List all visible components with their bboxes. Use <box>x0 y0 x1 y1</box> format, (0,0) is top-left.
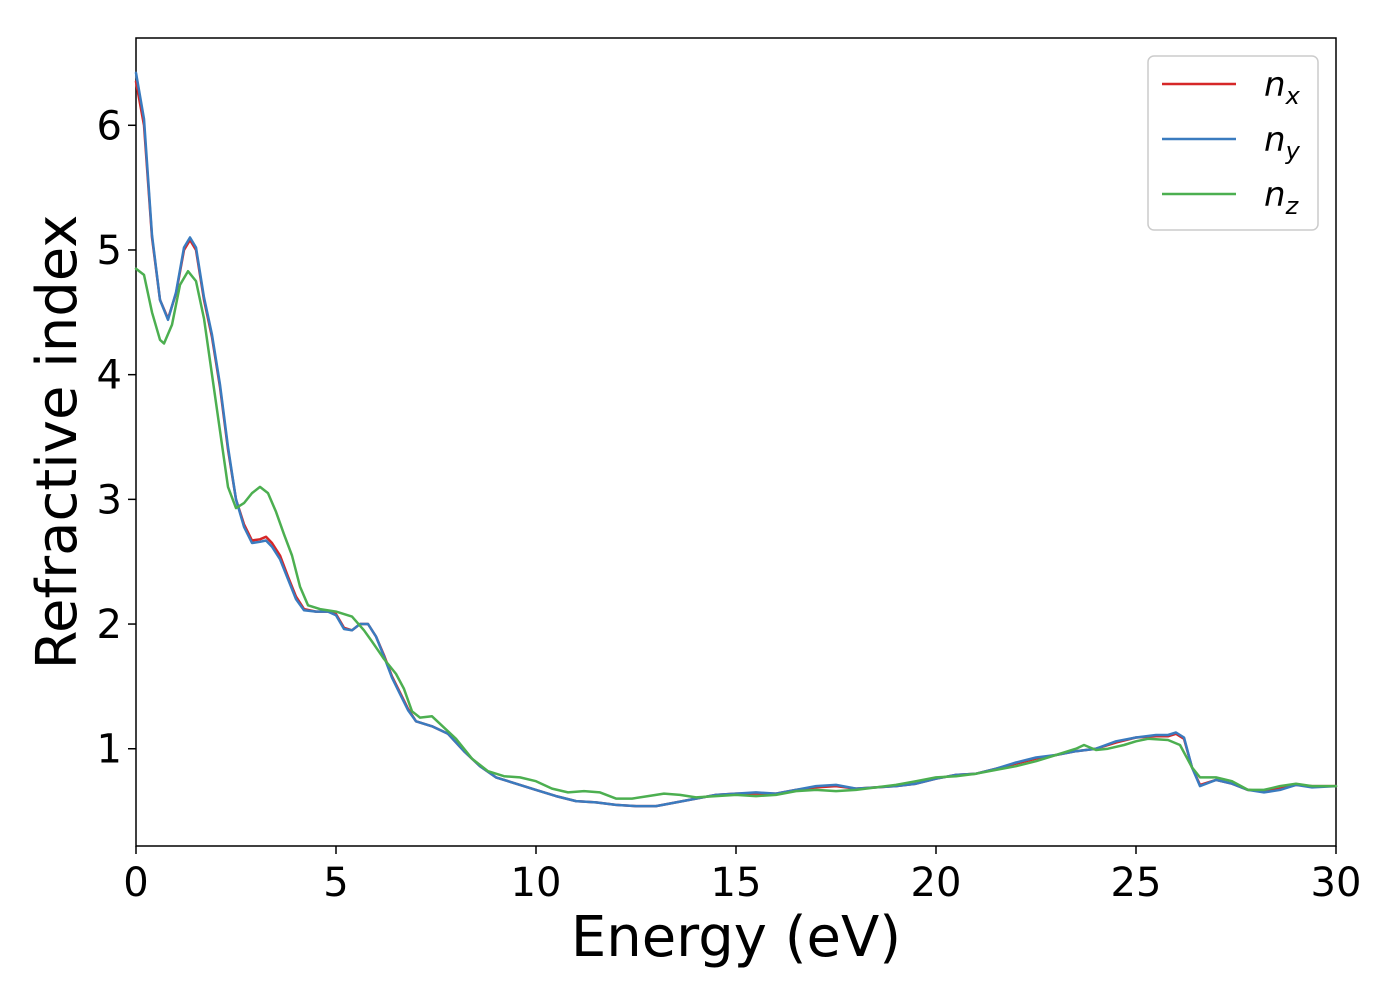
series-line-nz <box>134 267 1338 800</box>
y-tick-label: 5 <box>97 228 122 274</box>
y-axis-ticks: 1 2 3 4 5 6 <box>97 103 136 773</box>
legend-entry-ny: ny <box>1264 120 1301 165</box>
x-axis-label: Energy (eV) <box>571 905 901 970</box>
legend-entry-subscript: y <box>1285 137 1301 165</box>
y-tick-label: 3 <box>97 477 122 523</box>
legend-entry-nz: nz <box>1264 175 1300 220</box>
x-tick-label: 30 <box>1311 860 1362 906</box>
x-tick-label: 0 <box>123 860 148 906</box>
y-tick-label: 2 <box>97 602 122 648</box>
legend-entry-base: n <box>1264 65 1286 105</box>
legend-box <box>1147 55 1319 231</box>
legend-entry-base: n <box>1264 120 1286 160</box>
x-tick-label: 25 <box>1111 860 1162 906</box>
x-axis-ticks: 0 5 10 15 20 25 30 <box>123 846 1361 906</box>
legend-entry-nx: nx <box>1264 65 1301 110</box>
x-tick-label: 20 <box>911 860 962 906</box>
legend-entry-subscript: z <box>1285 192 1300 220</box>
series-lines <box>134 71 1338 808</box>
y-tick-label: 6 <box>97 103 122 149</box>
x-tick-label: 10 <box>511 860 562 906</box>
y-tick-label: 1 <box>97 727 122 773</box>
y-axis-label: Refractive index <box>25 215 90 670</box>
y-tick-label: 4 <box>97 353 122 399</box>
legend-entry-base: n <box>1264 175 1286 215</box>
legend-entry-subscript: x <box>1285 82 1301 110</box>
series-line-ny <box>134 71 1338 808</box>
x-tick-label: 15 <box>711 860 762 906</box>
x-tick-label: 5 <box>323 860 348 906</box>
